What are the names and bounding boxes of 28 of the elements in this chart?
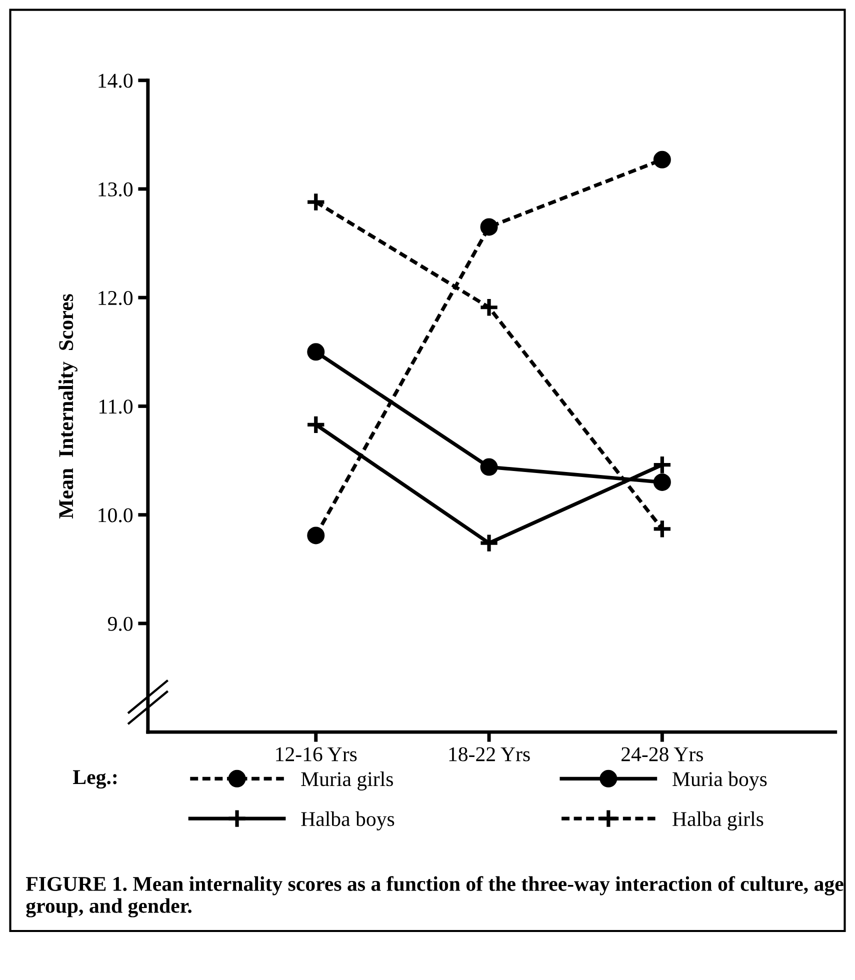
point (307, 526, 325, 544)
point (653, 150, 671, 168)
point (480, 218, 498, 236)
point (652, 518, 672, 540)
y-tick-label: 10.0 (98, 508, 133, 522)
point (652, 454, 672, 475)
legend-label: Muria boys (672, 772, 767, 790)
legend-label: Halba boys (301, 811, 394, 830)
y-tick-label: 13.0 (98, 182, 133, 196)
point (653, 473, 671, 491)
point (306, 414, 326, 435)
y-tick-label: 11.0 (99, 400, 133, 414)
y-axis-title: Mean Internality Scores (58, 294, 78, 519)
y-tick-label: 14.0 (98, 74, 133, 88)
x-tick-label: 18-22 Yrs (449, 747, 530, 762)
legend-label: Muria girls (301, 772, 393, 790)
y-tick-label: 9.0 (108, 616, 133, 631)
legend-title: Leg.: (73, 770, 117, 789)
point (306, 192, 326, 212)
legend-label: Halba girls (672, 811, 764, 830)
caption: FIGURE 1. Mean internality scores as a function of the three-way interaction of culture, age group, and gender. (26, 876, 844, 918)
point (478, 297, 500, 318)
point (478, 532, 500, 554)
y-tick-label: 12.0 (98, 290, 133, 306)
x-tick-label: 12-16 Yrs (276, 747, 357, 762)
x-tick-label: 24-28 Yrs (622, 747, 703, 762)
point (307, 343, 325, 361)
point (480, 458, 498, 476)
